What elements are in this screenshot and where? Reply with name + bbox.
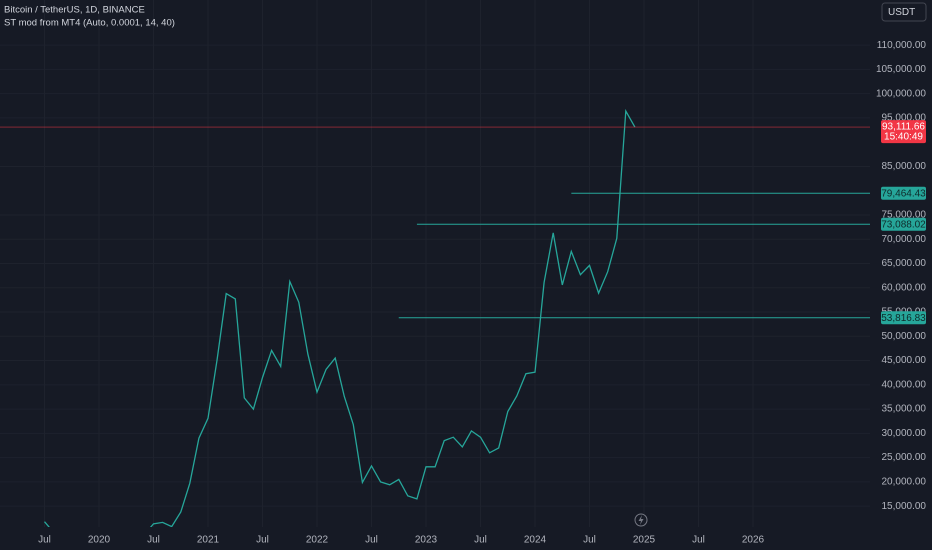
- y-tick-label: 60,000.00: [882, 282, 927, 293]
- y-tick-label: 30,000.00: [882, 428, 927, 439]
- x-tick-label: Jul: [692, 535, 705, 546]
- y-tick-label: 50,000.00: [882, 331, 927, 342]
- y-tick-label: 75,000.00: [882, 210, 927, 221]
- level-label: 79,464.43: [881, 188, 926, 199]
- level-label: 53,816.83: [881, 313, 926, 324]
- y-tick-label: 95,000.00: [882, 113, 927, 124]
- currency-button[interactable]: [881, 2, 927, 22]
- y-tick-label: 100,000.00: [876, 88, 926, 99]
- x-tick-label: 2021: [197, 535, 220, 546]
- x-tick-label: 2023: [415, 535, 438, 546]
- y-tick-label: 40,000.00: [882, 379, 927, 390]
- grid: [0, 0, 870, 527]
- x-tick-label: 2020: [88, 535, 111, 546]
- plot: [0, 108, 870, 527]
- currency-label[interactable]: USDT: [888, 7, 915, 18]
- x-tick-label: Jul: [38, 535, 51, 546]
- x-tick-label: 2026: [742, 535, 765, 546]
- level-label-box: [881, 311, 926, 325]
- y-tick-label: 20,000.00: [882, 477, 927, 488]
- y-tick-label: 45,000.00: [882, 355, 927, 366]
- x-tick-label: 2025: [633, 535, 656, 546]
- x-tick-label: 2022: [306, 535, 329, 546]
- chart-title: Bitcoin / TetherUS, 1D, BINANCE: [4, 5, 145, 16]
- last-price-label: 93,111.66: [882, 122, 925, 133]
- y-tick-label: 70,000.00: [882, 234, 927, 245]
- price-line: [44, 108, 636, 527]
- x-tick-label: Jul: [583, 535, 596, 546]
- countdown-label: 15:40:49: [884, 132, 923, 143]
- replay-icon[interactable]: [634, 513, 648, 527]
- y-tick-label: 25,000.00: [882, 452, 927, 463]
- indicator-label: ST mod from MT4 (Auto, 0.0001, 14, 40): [4, 18, 175, 29]
- x-tick-label: Jul: [256, 535, 269, 546]
- y-tick-label: 65,000.00: [882, 258, 927, 269]
- axes: 15,000.00 20,000.00 25,000.00 30,000.00 35,0…: [38, 40, 926, 546]
- last-price-box: [881, 120, 926, 144]
- y-tick-label: 35,000.00: [882, 404, 927, 415]
- y-tick-label: 105,000.00: [876, 64, 926, 75]
- y-tick-label: 85,000.00: [882, 161, 927, 172]
- x-tick-label: Jul: [474, 535, 487, 546]
- x-tick-label: Jul: [365, 535, 378, 546]
- x-tick-label: Jul: [147, 535, 160, 546]
- level-label-box: [881, 186, 926, 200]
- y-tick-label: 110,000.00: [877, 40, 927, 51]
- level-label-box: [881, 217, 926, 231]
- level-label: 73,088.02: [881, 219, 926, 230]
- x-tick-label: 2024: [524, 535, 547, 546]
- y-tick-label: 15,000.00: [882, 501, 927, 512]
